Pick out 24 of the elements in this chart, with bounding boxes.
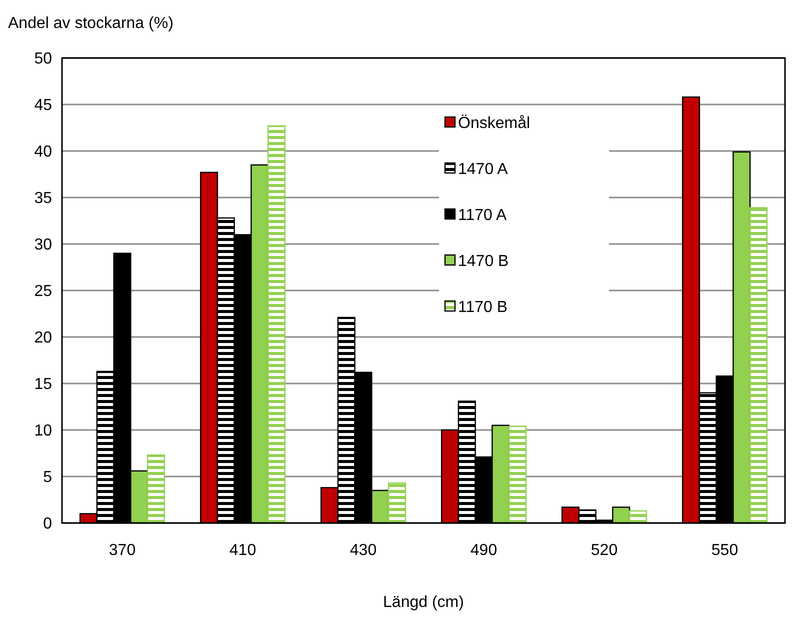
y-tick-label: 25 <box>34 283 52 300</box>
legend-label: 1470 B <box>458 253 509 270</box>
legend-label: 1170 A <box>458 207 507 224</box>
y-tick-label: 50 <box>34 50 52 68</box>
legend-label: 1470 A <box>458 161 508 178</box>
x-tick-label: 430 <box>350 542 377 559</box>
legend-label: Önskemål <box>458 114 530 132</box>
x-tick-label: 550 <box>711 542 738 559</box>
legend-label: 1170 B <box>458 299 508 316</box>
x-tick-label: 490 <box>470 542 498 559</box>
x-tick-label: 520 <box>590 542 618 559</box>
y-tick-label: 30 <box>34 236 52 254</box>
x-tick-label: 370 <box>108 542 136 559</box>
y-tick-label: 0 <box>43 516 52 533</box>
y-tick-label: 10 <box>34 422 52 440</box>
y-tick-label: 45 <box>34 97 52 114</box>
x-tick-label: 410 <box>229 542 256 559</box>
y-tick-label: 40 <box>34 144 52 161</box>
y-tick-label: 20 <box>34 330 52 347</box>
y-tick-label: 5 <box>43 469 52 486</box>
y-axis-title: Andel av stockarna (%) <box>8 15 174 32</box>
y-tick-label: 15 <box>34 376 52 394</box>
x-axis-title: Längd (cm) <box>383 594 464 611</box>
y-tick-label: 35 <box>34 190 52 208</box>
